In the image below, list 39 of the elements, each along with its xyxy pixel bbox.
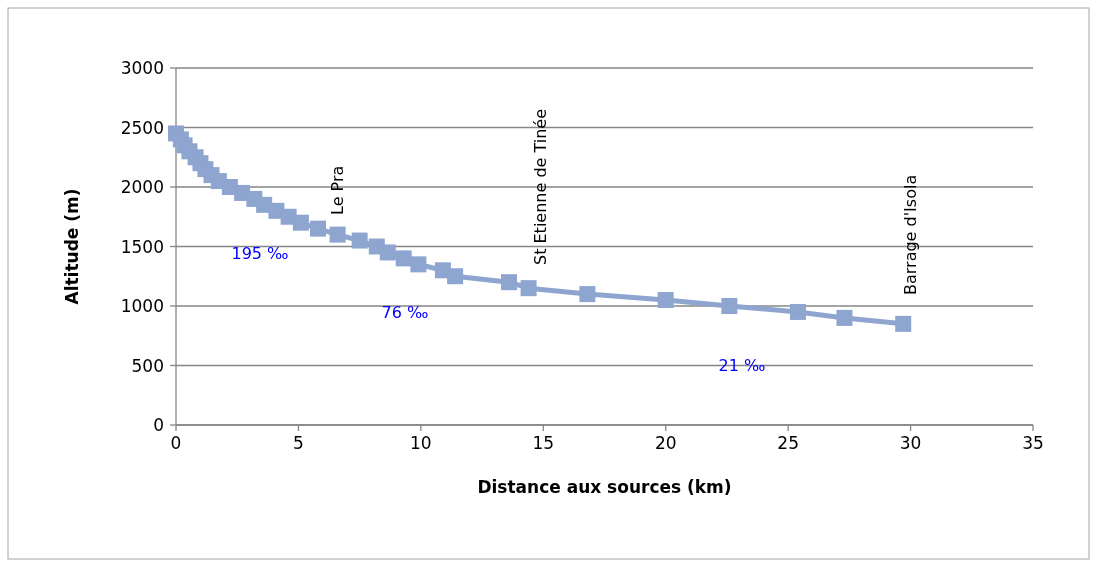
point <box>895 315 912 332</box>
point <box>329 226 346 243</box>
point <box>579 286 596 303</box>
point <box>836 309 853 326</box>
x-tick-label: 35 <box>1022 433 1044 453</box>
x-tick-label: 0 <box>170 433 182 453</box>
point <box>310 220 327 237</box>
point <box>379 244 396 261</box>
y-tick-label: 1000 <box>120 296 164 316</box>
point <box>410 256 427 273</box>
annotation: 21 ‰ <box>718 356 766 375</box>
point <box>351 232 368 249</box>
y-tick-label: 2500 <box>120 117 164 138</box>
point <box>447 268 464 285</box>
y-tick-label: 3000 <box>120 58 164 78</box>
x-tick-label: 25 <box>777 433 799 453</box>
annotation: St Etienne de Tinée <box>531 108 550 265</box>
point <box>721 298 738 314</box>
x-tick-label: 15 <box>532 433 555 453</box>
y-tick-label: 500 <box>131 355 164 376</box>
y-tick-label: 2000 <box>120 177 164 197</box>
point <box>657 292 674 309</box>
point <box>520 280 537 297</box>
annotation: 195 ‰ <box>231 244 289 263</box>
x-tick-label: 30 <box>899 433 922 453</box>
y-axis-title: Altitude (m) <box>62 188 82 305</box>
y-tick-label: 0 <box>153 415 164 435</box>
x-tick-label: 20 <box>654 433 677 453</box>
x-tick-label: 10 <box>410 433 432 453</box>
annotation: Le Pra <box>328 165 347 215</box>
annotation: Barrage d'Isola <box>901 174 920 295</box>
point <box>292 214 309 231</box>
annotation: 76 ‰ <box>381 303 429 322</box>
x-axis-title: Distance aux sources (km) <box>477 477 732 497</box>
x-tick-label: 5 <box>293 433 304 453</box>
point <box>395 250 412 267</box>
point <box>501 274 518 291</box>
point <box>789 303 806 320</box>
y-tick-label: 1500 <box>120 236 164 257</box>
